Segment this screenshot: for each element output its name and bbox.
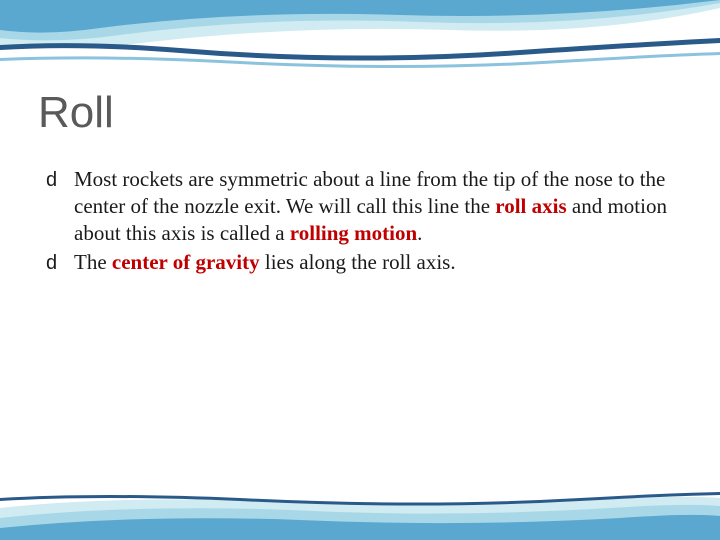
text-segment: rolling motion — [290, 221, 417, 245]
text-segment: center of gravity — [112, 250, 265, 274]
bullet-glyph-icon: d — [46, 251, 57, 277]
bullet-glyph-icon: d — [46, 168, 57, 194]
slide-content: Roll dMost rockets are symmetric about a… — [0, 0, 720, 276]
bullet-item: d The center of gravity lies along the ro… — [46, 249, 682, 276]
slide-title: Roll — [38, 88, 682, 138]
slide-body: dMost rockets are symmetric about a line… — [38, 166, 682, 276]
text-segment: lies along the roll axis. — [265, 250, 456, 274]
text-segment: roll axis — [495, 194, 572, 218]
text-segment: The — [74, 250, 112, 274]
decorative-wave-bottom — [0, 480, 720, 540]
text-segment: . — [417, 221, 422, 245]
bullet-item: dMost rockets are symmetric about a line… — [46, 166, 682, 247]
